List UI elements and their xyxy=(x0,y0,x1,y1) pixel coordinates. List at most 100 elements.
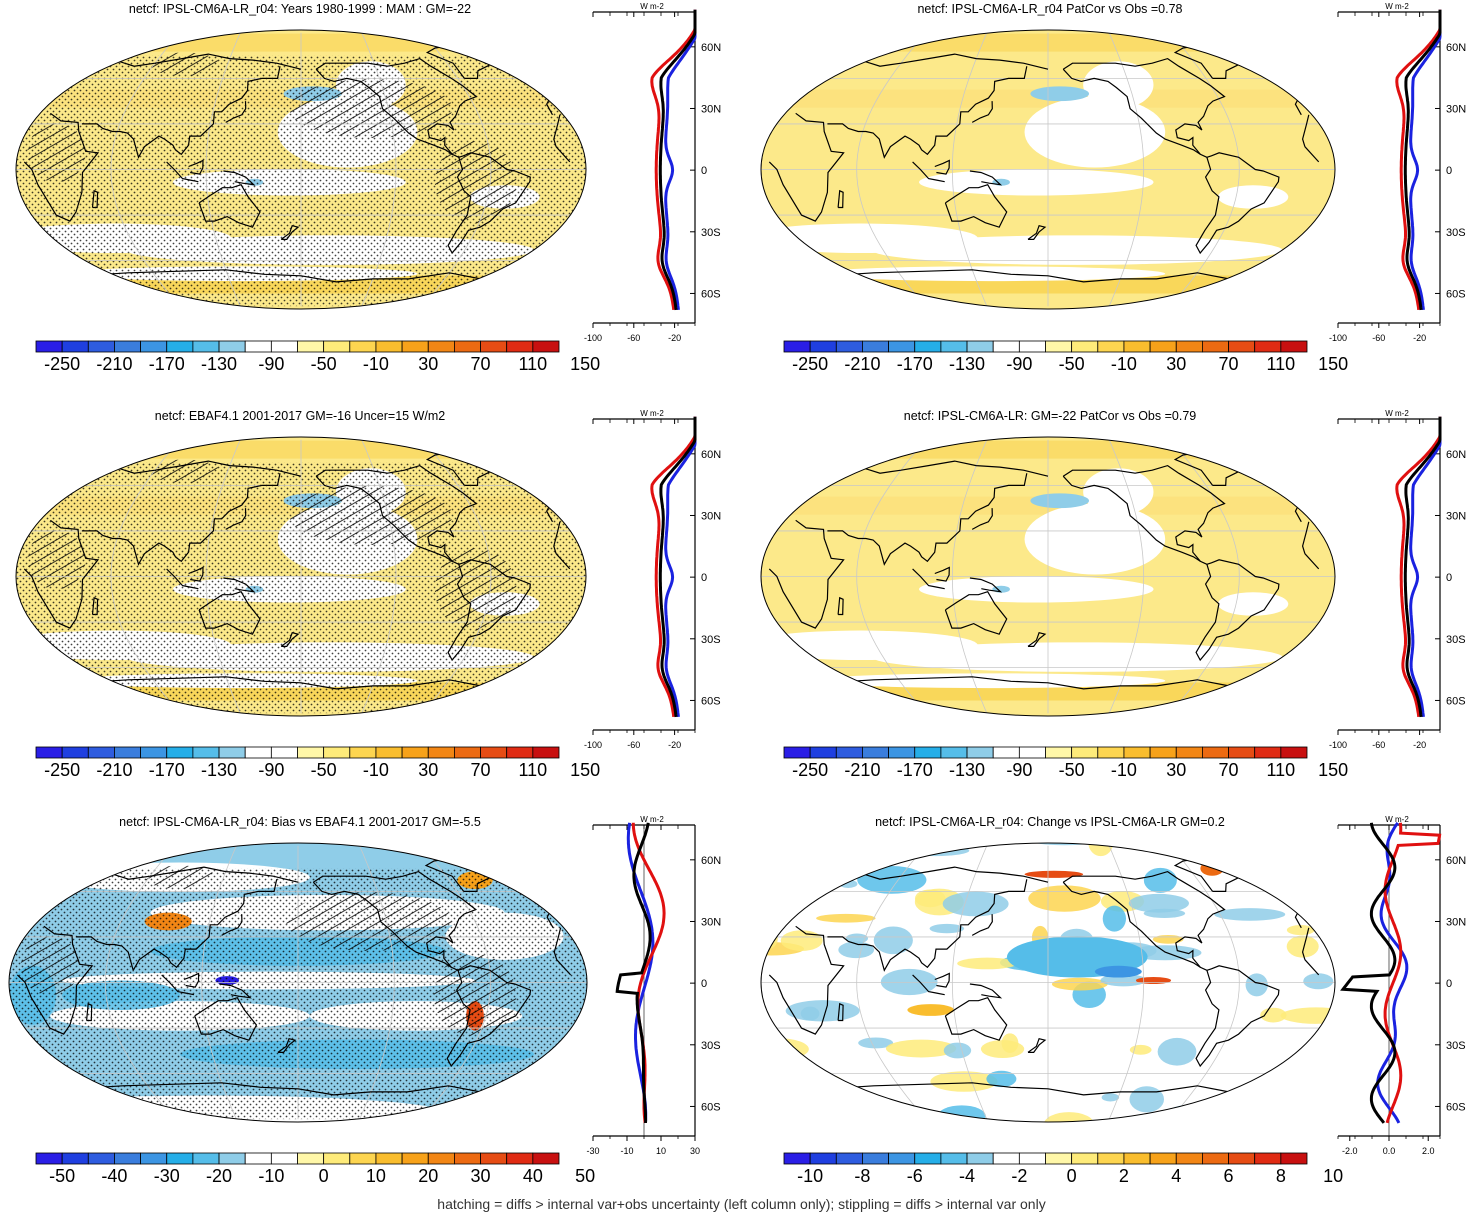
colorbar-swatch xyxy=(35,746,63,759)
field-blob xyxy=(1217,592,1289,616)
zonal-line xyxy=(664,416,697,718)
colorbar-tick-label: -90 xyxy=(1006,354,1033,374)
hatching xyxy=(27,123,86,183)
colorbar-labels: -250 -210 -170 -130 -90 -50 -10 30 70 110 150 xyxy=(783,760,1348,784)
colorbar-swatch xyxy=(297,1152,325,1165)
colorbar-tick-label: -10 xyxy=(362,760,389,780)
zonal-mean-plot: W m-2 -30 -10 10 30 60N 30N 0 30S 60S xyxy=(586,815,721,1156)
zonal-unit-label: W m-2 xyxy=(1385,409,1409,418)
colorbar-swatch xyxy=(1097,746,1125,759)
colorbar-tick-label: -50 xyxy=(49,1166,76,1186)
hatching xyxy=(149,459,220,484)
colorbar-swatch xyxy=(835,746,863,759)
zonal-y-tick-label: 60N xyxy=(1446,449,1466,461)
zonal-y-tick-label: 30S xyxy=(1446,634,1466,646)
field-blob xyxy=(1051,977,1108,991)
field-blob xyxy=(1088,843,1114,857)
colorbar-swatch xyxy=(1201,1152,1229,1165)
colorbar-tick-label: -90 xyxy=(258,760,285,780)
map-outline xyxy=(15,29,587,310)
colorbar-swatch xyxy=(114,746,141,759)
zonal-y-tick-label: 60N xyxy=(701,42,721,54)
field-blob xyxy=(1030,86,1090,102)
zonal-y-tick-label: 30N xyxy=(1446,510,1466,522)
zonal-line xyxy=(650,9,697,311)
hatching xyxy=(289,79,453,138)
colorbar-swatch xyxy=(506,340,534,353)
field-blob xyxy=(919,168,1154,196)
colorbar-tick-label: 70 xyxy=(1218,354,1239,374)
colorbar-swatch xyxy=(140,746,168,759)
colorbar-swatch xyxy=(349,340,377,353)
zonal-y-tick-label: 30S xyxy=(1446,227,1466,239)
colorbar-tick-label: 70 xyxy=(470,760,491,780)
zonal-line xyxy=(1383,822,1442,1124)
colorbar-tick-label: -30 xyxy=(153,1166,180,1186)
zonal-y-tick-label: 30S xyxy=(701,634,721,646)
zonal-y-tick-label: 30S xyxy=(1446,1040,1466,1052)
zonal-x-tick-label: -100 xyxy=(584,333,602,343)
field-blob xyxy=(817,1075,843,1088)
colorbar-swatch xyxy=(1149,746,1177,759)
colorbar-swatch xyxy=(87,340,115,353)
colorbar-swatch xyxy=(87,1152,115,1165)
zonal-x-tick-label: -20 xyxy=(668,740,681,750)
field-blob xyxy=(1266,843,1300,868)
zonal-x-tick-label: 30 xyxy=(690,1146,700,1156)
zonal-y-tick-label: 30S xyxy=(701,227,721,239)
colorbar-swatch xyxy=(87,746,115,759)
map-outline xyxy=(760,29,1336,310)
colorbar xyxy=(35,1152,560,1165)
colorbar-swatch xyxy=(532,746,560,759)
colorbar-swatch xyxy=(453,746,481,759)
colorbar-swatch xyxy=(166,340,194,353)
colorbar-tick-label: 4 xyxy=(1171,1166,1182,1186)
colorbar-tick-label: 110 xyxy=(518,760,548,780)
field-blob xyxy=(872,642,1283,672)
colorbar-swatch xyxy=(401,746,429,759)
colorbar-swatch xyxy=(888,340,916,353)
field-blob xyxy=(1102,905,1127,932)
map xyxy=(15,29,587,310)
colorbar-swatch xyxy=(940,746,968,759)
panel-title: netcf: IPSL-CM6A-LR_r04: Change vs IPSL-… xyxy=(875,815,1225,829)
colorbar-tick-label: -50 xyxy=(1058,354,1085,374)
zonal-y-tick-label: 60S xyxy=(701,695,721,707)
field-blob xyxy=(761,849,768,877)
colorbar-swatch xyxy=(375,746,403,759)
panel-title: netcf: IPSL-CM6A-LR: GM=-22 PatCor vs Ob… xyxy=(903,409,1197,423)
field-blob xyxy=(1094,965,1142,978)
colorbar-tick-label: 0 xyxy=(318,1166,329,1186)
colorbar-tick-label: 30 xyxy=(418,760,439,780)
colorbar-swatch xyxy=(914,1152,942,1165)
panel-title: netcf: EBAF4.1 2001-2017 GM=-16 Uncer=15… xyxy=(154,409,446,423)
colorbar-swatch xyxy=(835,340,863,353)
zonal-unit-label: W m-2 xyxy=(640,2,664,11)
colorbar-swatch xyxy=(1071,1152,1099,1165)
colorbar-swatch xyxy=(1175,1152,1203,1165)
zonal-line xyxy=(1403,416,1442,718)
hatching xyxy=(286,892,452,951)
field-blob xyxy=(873,926,913,955)
colorbar-tick-label: -250 xyxy=(44,760,81,780)
colorbar-swatch xyxy=(966,746,994,759)
map xyxy=(760,29,1336,310)
colorbar-swatch xyxy=(244,746,272,759)
colorbar-tick-label: -250 xyxy=(792,354,829,374)
colorbar-tick-label: 20 xyxy=(418,1166,439,1186)
field-blob xyxy=(780,930,823,951)
colorbar-swatch xyxy=(453,1152,481,1165)
colorbar-tick-label: -90 xyxy=(258,354,285,374)
colorbar-swatch xyxy=(1254,746,1282,759)
field-blob xyxy=(1188,1100,1212,1123)
colorbar-tick-label: -210 xyxy=(844,760,881,780)
colorbar-tick-label: -130 xyxy=(949,760,986,780)
colorbar-tick-label: -130 xyxy=(949,354,986,374)
field-blob xyxy=(858,1037,894,1049)
hatching xyxy=(27,530,86,590)
colorbar-swatch xyxy=(427,746,455,759)
colorbar-tick-label: 10 xyxy=(1323,1166,1344,1186)
colorbar-swatch xyxy=(1018,1152,1046,1165)
colorbar-tick-label: -250 xyxy=(792,760,829,780)
colorbar-tick-label: 2 xyxy=(1118,1166,1129,1186)
